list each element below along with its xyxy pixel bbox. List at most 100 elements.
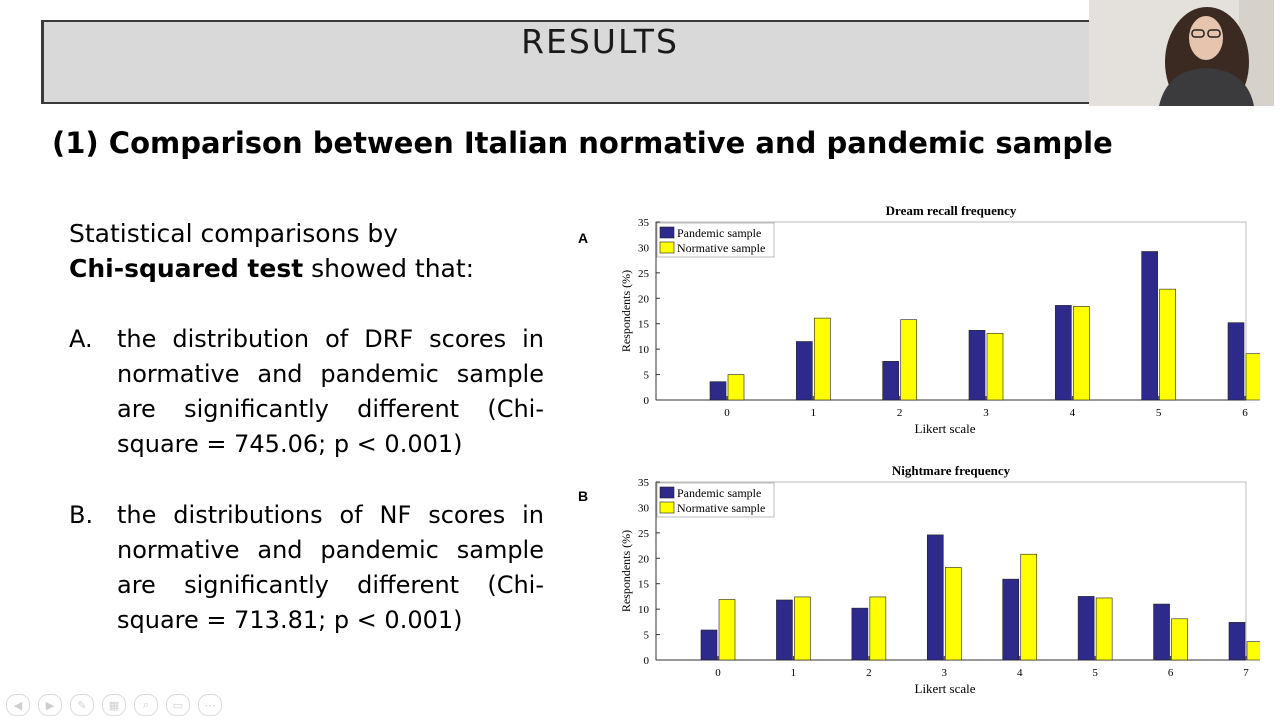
chart-b-bar-normative [1020, 553, 1038, 661]
chart-a-legend-box [656, 222, 775, 258]
chart-b-y-tick-label: 5 [644, 630, 650, 642]
chart-b-x-tick-label: 2 [866, 667, 872, 679]
chart-a-x-tick-label: 3 [983, 407, 989, 419]
chart-a-bar-normative [1073, 306, 1090, 401]
chart-b-bar-pandemic [776, 599, 793, 661]
chart-b-bar-normative [1246, 641, 1260, 661]
intro-text: Statistical comparisons by Chi-squared t… [69, 216, 474, 286]
chart-a-bar-normative [900, 319, 917, 401]
slide-title: RESULTS [521, 22, 679, 61]
subtitles-icon[interactable]: ▭ [166, 694, 190, 716]
intro-bold: Chi-squared test [69, 254, 304, 283]
presenter-silhouette [1089, 0, 1274, 106]
chart-b-bar-normative [794, 596, 811, 661]
chart-b-bar-pandemic [1077, 596, 1095, 661]
list-item-a: A. the distribution of DRF scores in nor… [69, 322, 544, 462]
chart-b-y-tick-label: 10 [638, 604, 650, 616]
pen-icon[interactable]: ✎ [70, 694, 94, 716]
chart-b-x-tick-label: 1 [791, 667, 797, 679]
more-options-icon[interactable]: ⋯ [198, 694, 222, 716]
slideshow-toolbar[interactable]: ◀ ▶ ✎ ▦ ⌕ ▭ ⋯ [6, 694, 222, 716]
chart-a-x-tick-label: 6 [1242, 407, 1248, 419]
chart-a-bar-pandemic [882, 361, 899, 401]
chart-b-y-tick-label: 35 [638, 477, 650, 489]
chart-a-bar-normative [1159, 288, 1176, 401]
chart-a-y-tick-label: 30 [638, 242, 650, 254]
chart-b-legend-swatch-normative [659, 501, 675, 514]
chart-b-x-tick-label: 7 [1243, 667, 1249, 679]
chart-b-x-tick-label: 4 [1017, 667, 1023, 679]
chart-a-y-tick-label: 25 [638, 268, 650, 280]
chart-b-bar-normative [1095, 597, 1113, 661]
chart-a-bar-pandemic [1055, 305, 1072, 401]
chart-b-bar-pandemic [851, 607, 869, 661]
list-marker-b: B. [69, 501, 94, 529]
chart-a-bar-pandemic [968, 330, 986, 401]
chart-a-y-tick-label: 35 [638, 217, 650, 229]
slide-subtitle: (1) Comparison between Italian normative… [52, 126, 1113, 160]
chart-b-x-tick-label: 0 [715, 667, 721, 679]
list-text-a: the distribution of DRF scores in normat… [117, 325, 544, 458]
chart-b-bar-normative [718, 599, 736, 661]
slide-header-bar [41, 20, 1091, 104]
chart-b-y-label: Respondents (%) [619, 530, 633, 612]
chart-b-title: Nightmare frequency [892, 463, 1011, 478]
chart-a-bar-normative [727, 374, 745, 401]
chart-b-bar-pandemic [1002, 578, 1020, 661]
chart-b-bar-pandemic [1228, 622, 1246, 661]
chart-a-legend-swatch-normative [659, 241, 675, 254]
chart-b-bar-normative [869, 596, 887, 661]
chart-a-x-label: Likert scale [915, 421, 976, 436]
chart-b-y-tick-label: 15 [638, 579, 650, 591]
chart-a-bar-pandemic [1141, 251, 1158, 401]
chart-b-y-tick-label: 0 [644, 655, 650, 667]
chart-a-x-tick-label: 1 [811, 407, 817, 419]
chart-a-x-tick-label: 0 [724, 407, 730, 419]
chart-b-bar-pandemic [926, 534, 944, 661]
chart-a-legend-entry-pandemic: Pandemic sample [677, 226, 761, 240]
chart-a-bar-normative [986, 333, 1004, 401]
chart-b-y-tick-label: 30 [638, 502, 650, 514]
chart-a-bar-pandemic [1227, 322, 1245, 401]
chart-a-title: Dream recall frequency [886, 203, 1017, 218]
list-text-b: the distributions of NF scores in normat… [117, 501, 544, 634]
chart-b-x-label: Likert scale [915, 681, 976, 696]
chart-a-legend-entry-normative: Normative sample [677, 241, 765, 255]
chart-a-x-tick-label: 2 [897, 407, 903, 419]
chart-a-bar-pandemic [709, 381, 727, 401]
chart-b-legend-entry-normative: Normative sample [677, 501, 765, 515]
chart-b-y-tick-label: 25 [638, 528, 650, 540]
chart-a-x-tick-label: 4 [1070, 407, 1076, 419]
slides-grid-icon[interactable]: ▦ [102, 694, 126, 716]
chart-b-bar-pandemic [700, 629, 718, 661]
chart-b-y-tick-label: 20 [638, 553, 650, 565]
webcam-video-feed [1089, 0, 1274, 106]
zoom-icon[interactable]: ⌕ [134, 694, 158, 716]
chart-b-panel-label: B [578, 488, 589, 504]
prev-slide-icon[interactable]: ◀ [6, 694, 30, 716]
chart-a-y-tick-label: 5 [644, 370, 650, 382]
next-slide-icon[interactable]: ▶ [38, 694, 62, 716]
chart-b-legend-box [656, 482, 775, 518]
chart-b-bar-pandemic [1153, 603, 1170, 661]
chart-b-x-tick-label: 5 [1092, 667, 1098, 679]
intro-rest: showed that: [303, 254, 475, 283]
chart-a-panel-label: A [578, 230, 589, 246]
intro-line-1: Statistical comparisons by [69, 219, 399, 248]
chart-a-bar-normative [814, 317, 831, 401]
chart-a-legend-swatch-pandemic [659, 226, 675, 239]
chart-a-y-label: Respondents (%) [619, 270, 633, 352]
chart-b-legend-entry-pandemic: Pandemic sample [677, 486, 761, 500]
chart-a-y-tick-label: 20 [638, 293, 650, 305]
chart-b-legend-swatch-pandemic [659, 486, 675, 499]
chart-a-x-tick-label: 5 [1156, 407, 1162, 419]
chart-b-bar-normative [944, 567, 962, 661]
chart-b-bar-normative [1171, 618, 1188, 661]
chart-a-y-tick-label: 0 [644, 395, 650, 407]
list-marker-a: A. [69, 325, 93, 353]
chart-b-x-tick-label: 6 [1168, 667, 1174, 679]
chart-a-y-tick-label: 10 [638, 344, 650, 356]
